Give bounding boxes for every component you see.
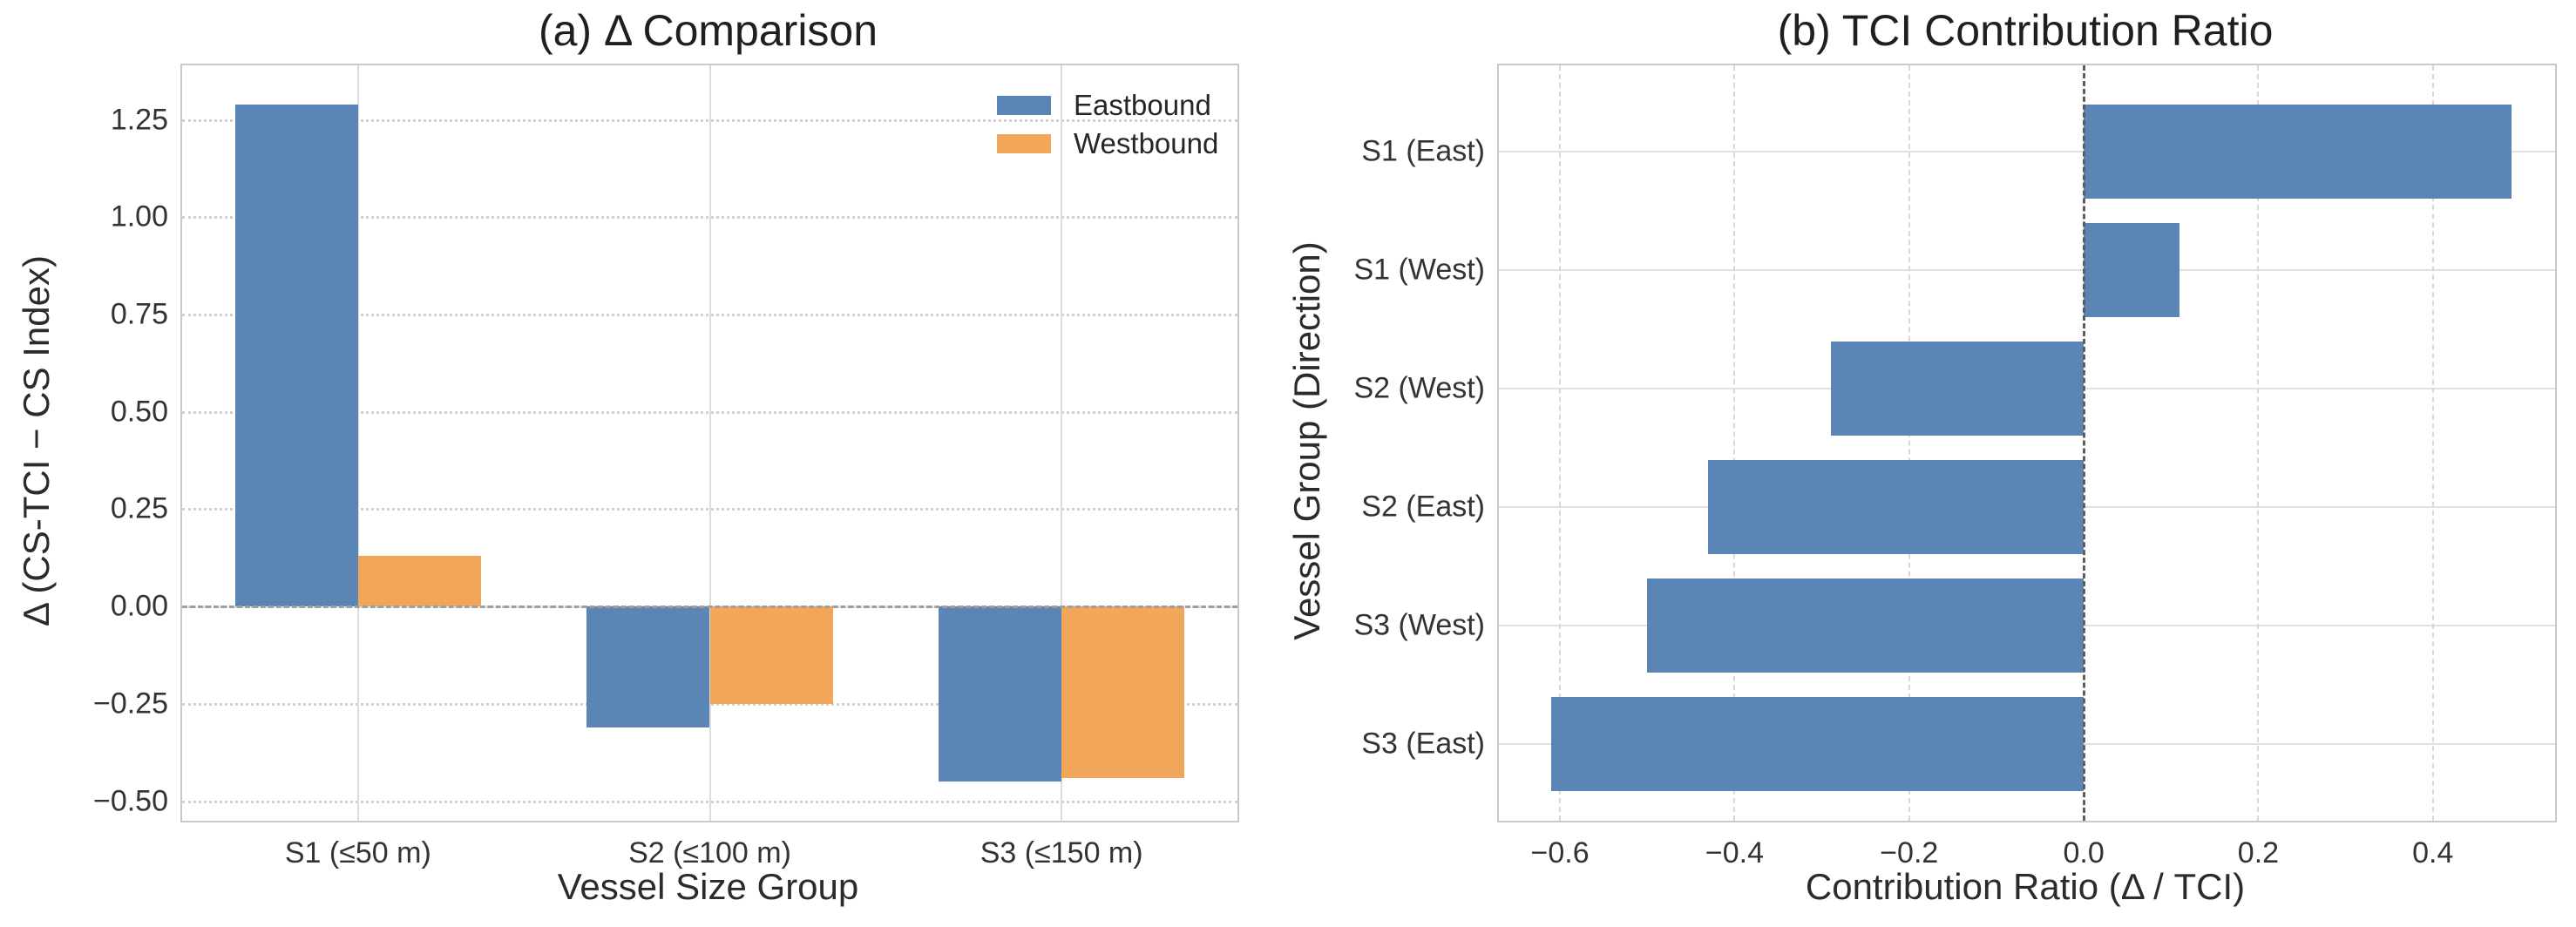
panel-b-title: (b) TCI Contribution Ratio [1777,6,2274,55]
legend-label-westbound: Westbound [1074,127,1219,159]
y-tick-label: 1.00 [110,200,168,233]
panel-a-x-axis-label: Vessel Size Group [557,866,859,907]
legend: Eastbound Westbound [997,86,1218,163]
x-tick-label: 0.4 [2412,836,2454,869]
y-tick-label: 0.25 [110,491,168,525]
panel-a-plot-area: 1.25 1.00 0.75 0.50 0.25 0.00 −0.25 −0.50 S1 (≤5… [93,64,1239,869]
x-category-label: S2 (≤100 m) [628,836,791,869]
bar-s2-west [1830,342,2085,436]
legend-entry-eastbound: Eastbound [997,86,1218,125]
y-category-label: S1 (West) [1353,253,1485,287]
legend-swatch-westbound [997,134,1051,153]
panel-b-x-axis-label: Contribution Ratio (Δ / TCI) [1805,866,2246,907]
legend-swatch-eastbound [997,96,1051,115]
y-category-label: S2 (West) [1353,371,1485,405]
panel-a-y-axis-label: Δ (CS-TCI − CS Index) [16,255,57,626]
panel-a-title: (a) Δ Comparison [538,6,878,55]
bar-eastbound-3 [938,606,1062,782]
y-tick-label: 0.00 [110,589,168,623]
y-category-label: S1 (East) [1361,134,1485,168]
x-category-label: S3 (≤150 m) [980,836,1143,869]
x-tick-label: 0.2 [2237,836,2280,869]
y-category-label: S3 (West) [1353,608,1485,642]
y-tick-label: −0.50 [92,784,168,818]
gridline-y [182,800,1237,803]
x-tick-label: −0.2 [1880,836,1939,869]
bar-s3-east [1551,697,2085,791]
y-category-label: S3 (East) [1361,727,1485,761]
bar-s1-east [2084,105,2512,199]
y-tick-label: 1.25 [110,103,168,137]
y-category-label: S2 (East) [1361,490,1485,524]
gridline-y [1499,269,2555,271]
bar-westbound-1 [357,556,482,607]
legend-entry-westbound: Westbound [997,125,1218,163]
bar-eastbound-1 [234,104,358,607]
x-tick-label: −0.4 [1705,836,1764,869]
x-tick-label: 0.0 [2063,836,2105,869]
y-tick-label: −0.25 [92,687,168,721]
panel-b-plot-area: S1 (East) S1 (West) S2 (West) S2 (East) S3 (… [1353,64,2557,869]
x-tick-label: −0.6 [1530,836,1590,869]
bar-eastbound-2 [586,606,710,727]
x-category-label: S1 (≤50 m) [284,836,431,869]
bar-westbound-2 [709,606,833,704]
legend-label-eastbound: Eastbound [1074,89,1211,121]
bar-s1-west [2084,223,2180,317]
bar-s3-west [1647,579,2085,673]
bar-westbound-3 [1061,606,1185,778]
panel-b-y-axis-label: Vessel Group (Direction) [1286,241,1327,640]
y-tick-label: 0.75 [110,297,168,331]
bar-s2-east [1708,460,2085,554]
y-tick-label: 0.50 [110,395,168,429]
